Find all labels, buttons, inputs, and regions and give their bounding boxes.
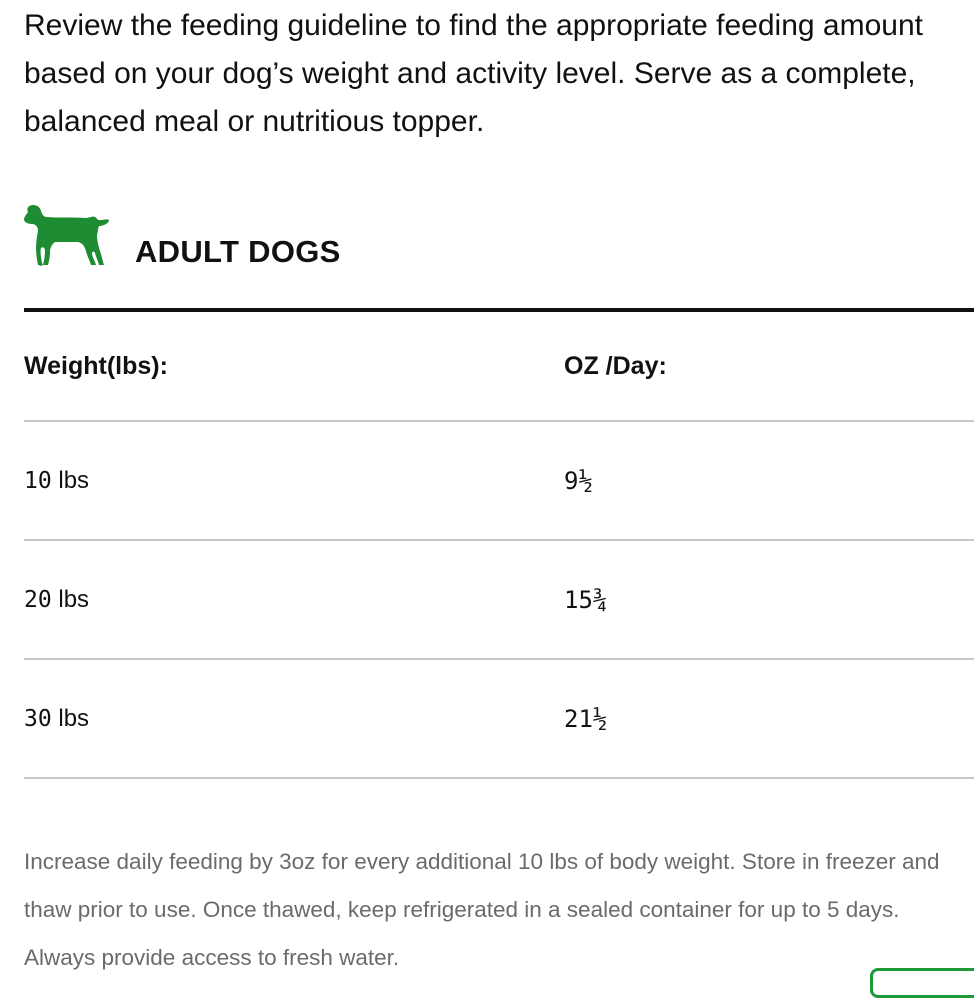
floating-widget-button[interactable]: [870, 968, 974, 998]
oz-cell: 21½: [564, 704, 608, 733]
feeding-footnote: Increase daily feeding by 3oz for every …: [24, 849, 940, 970]
weight-value: 20: [24, 586, 52, 613]
adult-dogs-header: ADULT DOGS: [24, 204, 974, 274]
intro-paragraph: Review the feeding guideline to find the…: [24, 9, 923, 138]
weight-value: 30: [24, 705, 52, 732]
weight-cell: 10 lbs: [24, 422, 89, 539]
oz-per-day-column-header: OZ /Day:: [564, 351, 667, 380]
table-row: 30 lbs 21½: [24, 660, 974, 779]
weight-cell: 20 lbs: [24, 541, 89, 658]
table-header-row: Weight(lbs): OZ /Day:: [24, 312, 974, 422]
weight-value: 10: [24, 467, 52, 494]
dog-icon: [24, 205, 109, 266]
oz-cell: 9½: [564, 466, 593, 495]
feeding-table: Weight(lbs): OZ /Day: 10 lbs 9½ 20 lbs 1…: [24, 312, 974, 779]
table-row: 20 lbs 15¾: [24, 541, 974, 660]
table-row: 10 lbs 9½: [24, 422, 974, 541]
weight-unit: lbs: [51, 466, 90, 494]
weight-unit: lbs: [51, 585, 90, 613]
section-divider: [24, 308, 974, 312]
weight-unit: lbs: [51, 704, 90, 732]
section-title: ADULT DOGS: [135, 234, 341, 269]
oz-cell: 15¾: [564, 585, 608, 614]
weight-column-header: Weight(lbs):: [24, 351, 168, 380]
weight-cell: 30 lbs: [24, 660, 89, 777]
